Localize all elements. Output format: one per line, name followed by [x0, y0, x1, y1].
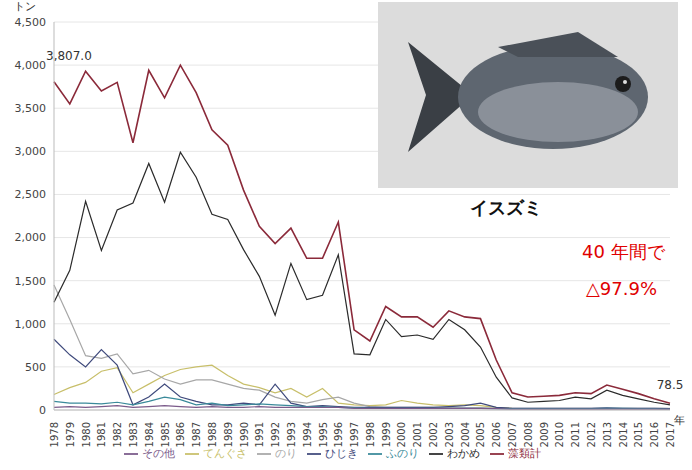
html-text:その他: その他 [141, 447, 175, 460]
svg-text:2007: 2007 [507, 422, 518, 447]
svg-text:2014: 2014 [618, 422, 629, 447]
svg-text:2003: 2003 [444, 422, 455, 447]
svg-text:1980: 1980 [81, 422, 92, 447]
html-text:てんぐさ: てんぐさ [202, 447, 247, 460]
html-text:イスズミ: イスズミ [470, 197, 542, 218]
html-text:のり: のり [274, 447, 297, 460]
svg-text:1,000: 1,000 [15, 318, 47, 331]
html-text:ふのり: ふのり [385, 447, 419, 460]
svg-text:2011: 2011 [570, 422, 581, 447]
svg-text:2009: 2009 [539, 422, 550, 447]
svg-text:2000: 2000 [396, 422, 407, 447]
svg-text:2006: 2006 [491, 422, 502, 447]
html-text:40 年間で: 40 年間で [582, 241, 665, 262]
html-text:ひじき: ひじき [324, 447, 358, 460]
svg-text:4,500: 4,500 [15, 16, 47, 29]
svg-text:2002: 2002 [428, 422, 439, 447]
svg-text:1986: 1986 [175, 422, 186, 447]
svg-text:1984: 1984 [144, 422, 155, 447]
svg-text:2,500: 2,500 [15, 188, 47, 201]
html-text:わかめ: わかめ [446, 447, 480, 460]
svg-text:1981: 1981 [96, 422, 107, 447]
svg-text:2,000: 2,000 [15, 231, 47, 244]
svg-text:1992: 1992 [270, 422, 281, 447]
svg-text:1994: 1994 [302, 422, 313, 447]
svg-text:1993: 1993 [286, 422, 297, 447]
svg-text:78.5: 78.5 [657, 378, 684, 392]
svg-text:1983: 1983 [128, 422, 139, 447]
svg-text:2005: 2005 [475, 422, 486, 447]
svg-text:1995: 1995 [318, 422, 329, 447]
svg-text:1979: 1979 [65, 422, 76, 447]
html-text:△97.9%: △97.9% [586, 278, 657, 299]
svg-text:2001: 2001 [412, 422, 423, 447]
svg-text:2015: 2015 [633, 422, 644, 447]
svg-text:1999: 1999 [381, 422, 392, 447]
svg-text:2016: 2016 [649, 422, 660, 447]
svg-text:1978: 1978 [49, 422, 60, 447]
svg-text:2004: 2004 [460, 422, 471, 447]
svg-text:3,807.0: 3,807.0 [46, 49, 92, 63]
svg-text:0: 0 [39, 404, 46, 417]
svg-text:4,000: 4,000 [15, 59, 47, 72]
svg-text:1988: 1988 [207, 422, 218, 447]
svg-text:1997: 1997 [349, 422, 360, 447]
html-text:トン: トン [14, 0, 36, 13]
svg-text:1985: 1985 [160, 422, 171, 447]
svg-text:1,500: 1,500 [15, 275, 47, 288]
html-text:年: 年 [674, 414, 685, 427]
svg-text:2013: 2013 [602, 422, 613, 447]
svg-text:1998: 1998 [365, 422, 376, 447]
svg-text:3,500: 3,500 [15, 102, 47, 115]
svg-text:2010: 2010 [554, 422, 565, 447]
html-text:藻類計: 藻類計 [507, 447, 541, 460]
svg-text:1987: 1987 [191, 422, 202, 447]
svg-text:1991: 1991 [254, 422, 265, 447]
svg-text:2017: 2017 [665, 422, 676, 448]
svg-text:1989: 1989 [223, 422, 234, 447]
svg-text:500: 500 [25, 361, 46, 374]
svg-text:2008: 2008 [523, 422, 534, 447]
svg-text:2012: 2012 [586, 422, 597, 447]
svg-text:1996: 1996 [333, 422, 344, 447]
svg-text:1990: 1990 [239, 422, 250, 447]
svg-text:3,000: 3,000 [15, 145, 47, 158]
svg-text:1982: 1982 [112, 422, 123, 447]
